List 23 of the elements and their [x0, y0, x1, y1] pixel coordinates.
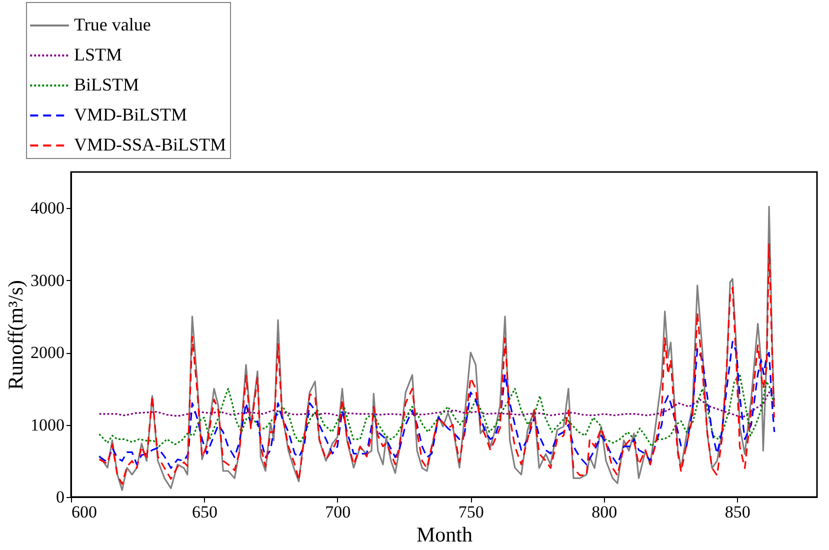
- y-tick-label: 4000: [30, 198, 64, 218]
- line-series: [98, 206, 775, 491]
- legend-label: True value: [74, 14, 151, 34]
- legend-label: BiLSTM: [74, 74, 140, 94]
- x-tick-label: 850: [724, 502, 750, 522]
- y-tick-label: 0: [56, 488, 64, 506]
- x-tick-label: 750: [458, 502, 484, 522]
- y-tick-label: 2000: [30, 343, 64, 362]
- legend-label: VMD-SSA-BiLSTM: [74, 134, 226, 154]
- line-series: [98, 391, 776, 418]
- x-tick-label: 650: [192, 502, 218, 522]
- x-tick-label: 800: [592, 502, 618, 522]
- line-series: [98, 340, 776, 469]
- y-tick-label: 1000: [30, 415, 64, 434]
- line-series: [98, 243, 775, 485]
- legend-label: VMD-BiLSTM: [74, 104, 188, 124]
- y-axis-title: Runoff(m³/s): [4, 280, 28, 390]
- legend-label: LSTM: [74, 44, 122, 64]
- y-tick-label: 3000: [30, 270, 64, 290]
- x-axis-title: Month: [416, 522, 473, 546]
- x-tick-label: 600: [72, 502, 97, 522]
- line-series: [98, 373, 776, 448]
- x-tick-label: 700: [325, 502, 351, 522]
